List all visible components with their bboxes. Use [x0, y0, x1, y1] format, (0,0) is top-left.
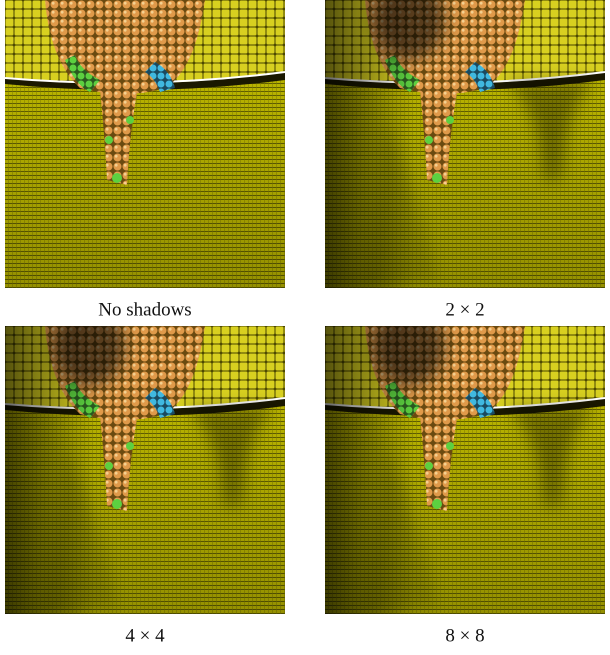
page: No shadows 2 × 2 4 × 4 8 × 8 (() => { co…	[0, 0, 610, 650]
caption: 8 × 8	[445, 625, 484, 646]
panel-4x4	[5, 306, 285, 614]
caption: 2 × 2	[445, 299, 484, 320]
figure: No shadows 2 × 2 4 × 4 8 × 8	[0, 0, 610, 650]
caption: 4 × 4	[125, 625, 165, 646]
caption: No shadows	[98, 299, 191, 320]
panel-no-shadows	[5, 0, 285, 288]
panel-2x2	[325, 0, 605, 288]
panel-8x8	[325, 306, 605, 614]
